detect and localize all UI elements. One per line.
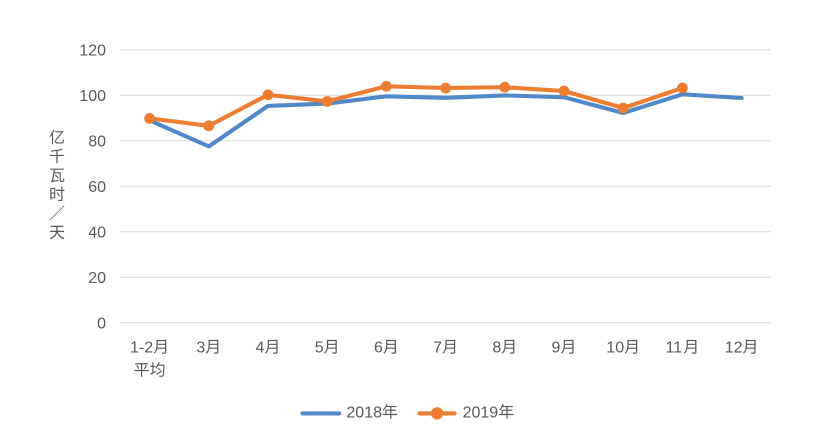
svg-text:100: 100 [79,88,106,105]
svg-text:8: 8 [492,340,501,357]
svg-text:6: 6 [374,340,383,357]
svg-text:12: 12 [725,340,743,357]
svg-text:5: 5 [315,340,324,357]
svg-text:1-2: 1-2 [130,340,153,357]
svg-text:11: 11 [666,340,683,357]
svg-text:2019: 2019 [463,405,499,422]
svg-text:9: 9 [552,340,561,357]
svg-text:3: 3 [196,340,205,357]
svg-text:10: 10 [606,340,624,357]
svg-text:0: 0 [97,316,106,333]
svg-text:120: 120 [79,43,106,60]
svg-text:4: 4 [256,340,265,357]
svg-text:40: 40 [88,225,106,242]
svg-text:7: 7 [433,340,442,357]
svg-text:80: 80 [88,134,106,151]
svg-text:60: 60 [88,179,106,196]
svg-text:2018: 2018 [346,405,382,422]
svg-text:20: 20 [88,270,106,287]
